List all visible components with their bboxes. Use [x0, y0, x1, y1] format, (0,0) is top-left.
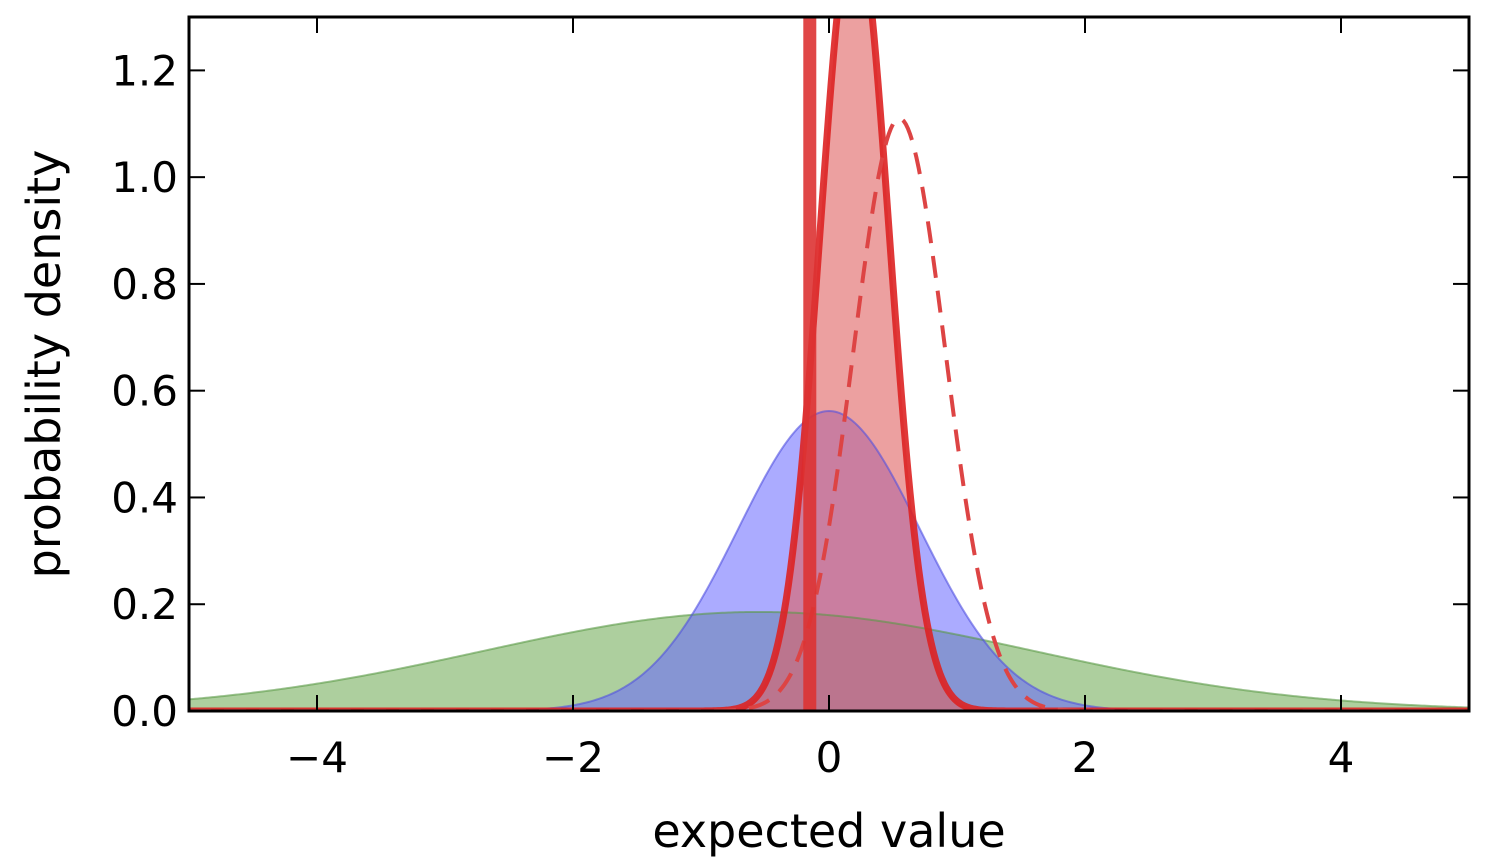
series-0-curve	[189, 610, 1469, 709]
x-tick-label: −4	[286, 733, 348, 782]
x-tick-label: 2	[1072, 733, 1099, 782]
x-tick-label: 4	[1328, 733, 1355, 782]
series-2-area	[189, 17, 1469, 711]
density-lines	[189, 17, 1469, 711]
y-tick-label: 0.2	[111, 580, 178, 629]
y-tick-label: 0.6	[111, 367, 178, 416]
x-tick-label: 0	[816, 733, 843, 782]
y-tick-label: 1.2	[111, 46, 178, 95]
axis-ticks	[189, 17, 1469, 712]
series-2-curve	[189, 17, 1469, 711]
tick-labels: −4 −2 0 2 4 0.0 0.2 0.4 0.6 0.8 1.0 1.2	[111, 46, 1354, 782]
y-tick-label: 1.0	[111, 153, 178, 202]
y-tick-label: 0.8	[111, 260, 178, 309]
density-fills	[189, 17, 1469, 711]
y-axis-label: probability density	[17, 150, 71, 579]
y-tick-label: 0.0	[111, 687, 178, 736]
x-tick-label: −2	[542, 733, 604, 782]
y-tick-label: 0.4	[111, 473, 178, 522]
series-1-curve	[189, 410, 1469, 711]
x-axis-label: expected value	[652, 804, 1005, 858]
